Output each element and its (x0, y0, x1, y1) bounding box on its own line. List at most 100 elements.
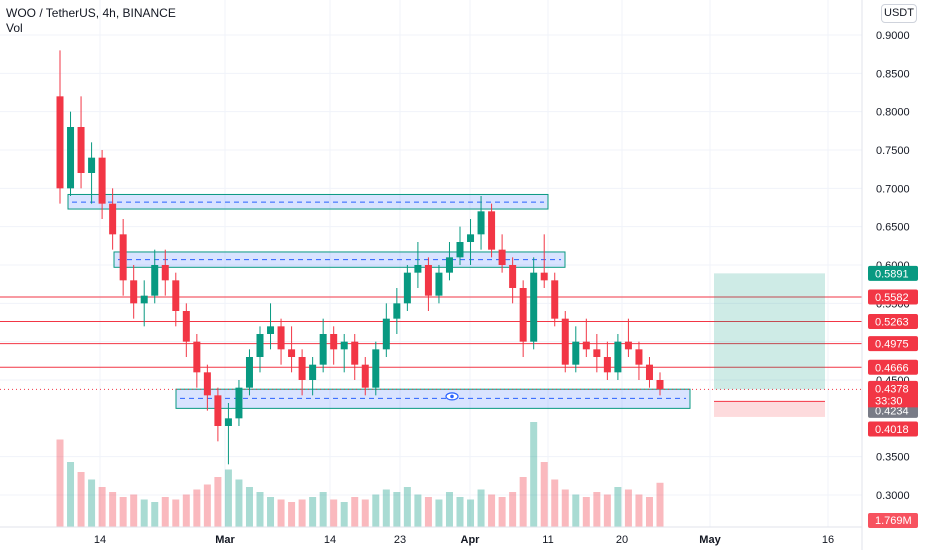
volume-bar (193, 489, 201, 527)
x-tick-label: 14 (324, 534, 336, 546)
position-profit-zone (714, 273, 825, 390)
candle-body (561, 318, 569, 365)
volume-bar (582, 497, 590, 527)
volume-bar (361, 499, 369, 527)
volume-bar (635, 494, 643, 527)
price-label-box (868, 336, 918, 352)
eye-icon (450, 394, 454, 399)
volume-bar (530, 422, 538, 527)
candle-body (645, 364, 653, 380)
x-tick-label: May (699, 534, 721, 546)
candle-body (182, 311, 190, 342)
price-label-text: 0.4378 (875, 383, 909, 395)
volume-bar (245, 487, 253, 527)
candle-body (161, 265, 169, 281)
price-label-text: 0.4018 (875, 424, 909, 436)
volume-bar (267, 497, 275, 527)
price-label-box (868, 265, 918, 281)
x-tick-label: 11 (542, 534, 553, 546)
volume-bar (551, 479, 559, 527)
volume-bar (235, 479, 243, 527)
candle-body (256, 334, 264, 357)
candle-body (109, 203, 117, 235)
volume-bar (340, 502, 348, 527)
candle-body (603, 357, 611, 373)
candle-body (288, 349, 296, 357)
candle-body (140, 295, 148, 304)
candle-body (119, 234, 127, 281)
price-label-text: 0.5263 (875, 317, 909, 329)
volume-bar (77, 472, 85, 527)
candle-body (172, 280, 180, 311)
candle-body (551, 280, 559, 319)
candle-body (372, 349, 380, 388)
candle-body (67, 127, 75, 189)
x-tick-label: 16 (822, 534, 834, 546)
candle-body (214, 395, 222, 426)
candle-body (414, 265, 422, 273)
candle-body (224, 418, 232, 426)
price-label-box (868, 380, 918, 396)
price-label-box (868, 421, 918, 437)
y-tick-label: 0.3000 (876, 490, 910, 502)
candle-body (530, 272, 538, 342)
volume-bar (561, 489, 569, 527)
x-tick-label: 23 (394, 534, 406, 546)
volume-bar (614, 487, 622, 527)
candle-body (382, 318, 390, 350)
volume-bar (467, 499, 475, 527)
y-tick-label: 0.9000 (876, 30, 910, 42)
volume-bar (393, 492, 401, 527)
x-tick-label: Apr (461, 534, 481, 546)
volume-bar (488, 494, 496, 527)
volume-bar (540, 462, 548, 527)
candle-body (509, 265, 517, 288)
candle-body (193, 341, 201, 373)
volume-label-text: 1.769M (875, 515, 912, 527)
volume-bar (288, 502, 296, 527)
y-tick-label: 0.8500 (876, 68, 910, 80)
price-label-box (868, 314, 918, 330)
candle-body (77, 127, 85, 173)
volume-indicator-label[interactable]: Vol (6, 21, 23, 35)
candle-body (582, 341, 590, 350)
candle-body (540, 272, 548, 281)
volume-bar (67, 462, 75, 527)
candle-body (351, 341, 359, 365)
volume-bar (509, 492, 517, 527)
volume-bar (572, 494, 580, 527)
volume-bar (309, 497, 317, 527)
candle-body (403, 272, 411, 304)
volume-bar (172, 499, 180, 527)
volume-bar (424, 497, 432, 527)
candle-body (467, 234, 475, 242)
price-label-text: 0.5891 (875, 268, 909, 280)
candle-body (98, 157, 106, 204)
volume-bar (214, 477, 222, 527)
candle-body (498, 249, 506, 265)
volume-bar (319, 492, 327, 527)
candle-body (593, 349, 601, 357)
volume-bar (351, 497, 359, 527)
currency-button[interactable]: USDT (881, 4, 917, 23)
volume-bar (119, 497, 127, 527)
x-tick-label: Mar (215, 534, 235, 546)
y-tick-label: 0.7500 (876, 145, 910, 157)
position-loss-zone (714, 401, 825, 417)
candle-body (393, 303, 401, 319)
volume-bar (603, 494, 611, 527)
volume-bar (298, 499, 306, 527)
volume-bar (256, 492, 264, 527)
candle-body (519, 288, 527, 342)
volume-bar (624, 489, 632, 527)
candle-body (298, 357, 306, 380)
candle-body (88, 157, 96, 173)
candle-body (267, 326, 275, 334)
volume-bar (224, 469, 232, 527)
candle-body (277, 326, 285, 350)
price-label-box (868, 289, 918, 305)
candle-body (361, 364, 369, 388)
y-tick-label: 0.3500 (876, 452, 910, 464)
price-label-box (868, 359, 918, 375)
